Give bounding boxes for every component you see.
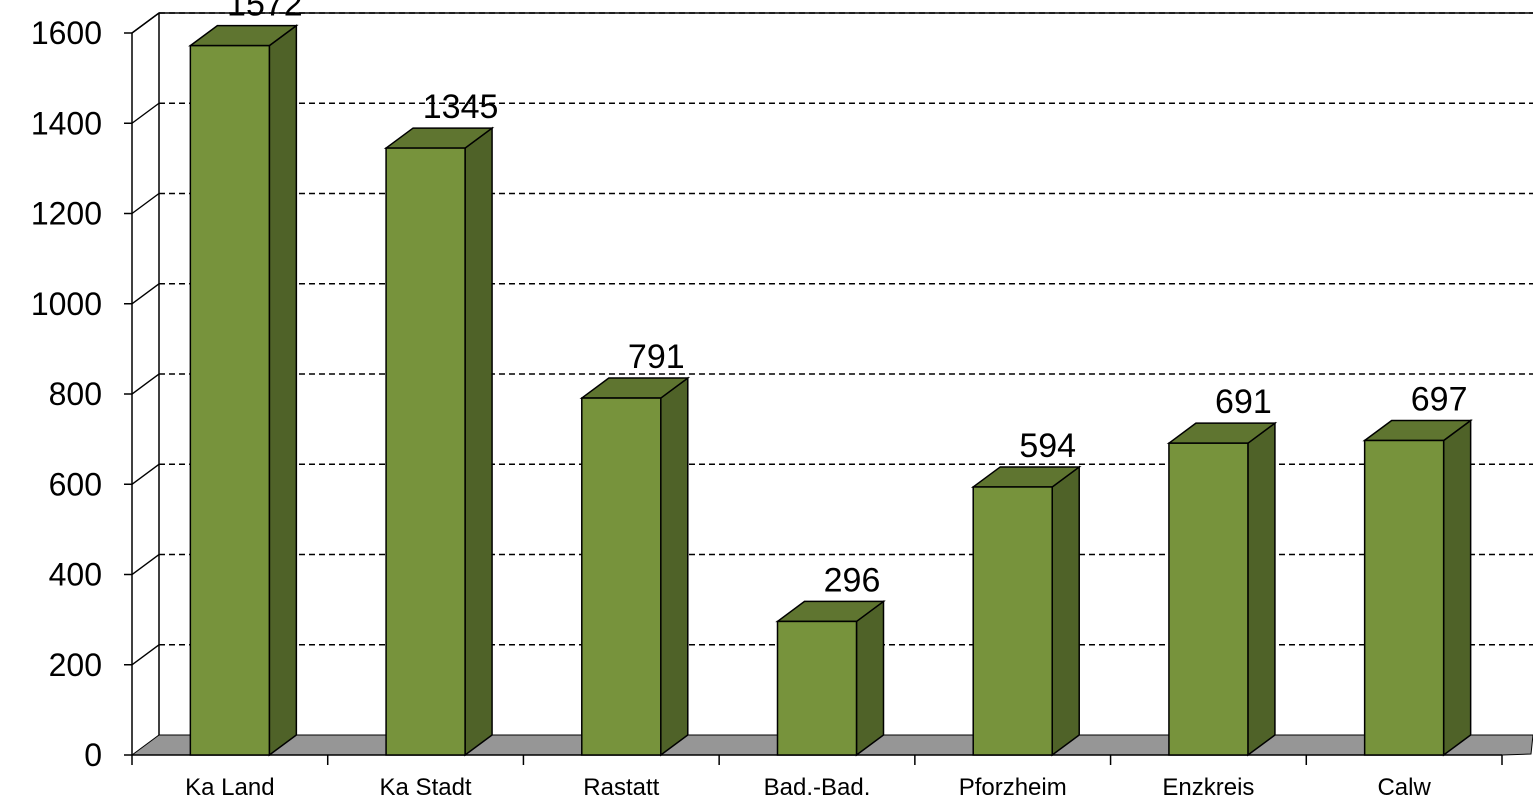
data-label: 1345 bbox=[423, 88, 499, 126]
y-tick-label: 1000 bbox=[31, 286, 102, 322]
bar-front-face bbox=[1168, 442, 1249, 756]
gridline-depth bbox=[131, 553, 160, 576]
gridline-depth bbox=[131, 12, 160, 34]
bar-front-face bbox=[972, 486, 1053, 756]
bar-side-face bbox=[1051, 465, 1080, 757]
x-tick-label: Pforzheim bbox=[959, 774, 1067, 801]
bar bbox=[1362, 418, 1473, 757]
labels: Ka Land 1572 Ka Stadt 1345 Rastatt 791 Bad.-Ba… bbox=[185, 0, 1467, 801]
bar bbox=[970, 465, 1082, 757]
gridline-depth bbox=[131, 102, 160, 124]
data-label: 1572 bbox=[227, 0, 303, 24]
y-tick-label: 400 bbox=[49, 557, 102, 593]
y-tick-label: 1200 bbox=[31, 196, 102, 232]
data-label: 791 bbox=[628, 338, 685, 376]
bar-front-face bbox=[581, 397, 662, 756]
bar bbox=[188, 24, 299, 757]
x-tick-label: Ka Stadt bbox=[380, 774, 472, 801]
x-tick-label: Calw bbox=[1377, 774, 1431, 801]
x-tick-label: Rastatt bbox=[583, 774, 659, 801]
data-label: 594 bbox=[1019, 427, 1076, 465]
gridline-depth bbox=[131, 463, 160, 485]
data-label: 691 bbox=[1215, 383, 1272, 421]
x-tick-label: Enzkreis bbox=[1162, 774, 1254, 801]
axes: 0 200 400 600 800 1000 1200 1400 1600 bbox=[31, 15, 1503, 773]
y-tick-label: 600 bbox=[49, 466, 102, 502]
bar-front-face bbox=[1363, 439, 1445, 756]
y-tick-label: 1600 bbox=[31, 15, 102, 51]
back-wall-top-edge bbox=[131, 12, 1533, 34]
bar-front-face bbox=[776, 620, 858, 756]
gridline-depth bbox=[131, 283, 160, 305]
bar-side-face bbox=[464, 126, 493, 757]
bar-front-face bbox=[385, 147, 466, 756]
gridline-depth bbox=[131, 373, 160, 395]
bar-side-face bbox=[660, 376, 689, 757]
bar bbox=[383, 126, 495, 757]
bar-side-face bbox=[1442, 418, 1472, 757]
y-tick-label: 0 bbox=[84, 737, 102, 773]
bar-side-face bbox=[268, 24, 298, 757]
y-tick-label: 800 bbox=[49, 376, 102, 412]
bars bbox=[188, 24, 1473, 757]
y-tick-label: 1400 bbox=[31, 105, 102, 141]
data-label: 697 bbox=[1411, 380, 1468, 418]
y-tick-label: 200 bbox=[49, 647, 102, 683]
gridline-depth bbox=[131, 192, 160, 215]
bar-front-face bbox=[189, 44, 271, 756]
x-tick-label: Bad.-Bad. bbox=[764, 774, 871, 801]
gridlines bbox=[131, 12, 1533, 666]
x-tick-label: Ka Land bbox=[185, 774, 274, 801]
bar bbox=[579, 376, 691, 757]
bar bbox=[1166, 421, 1278, 757]
bar bbox=[775, 599, 886, 757]
bar-side-face bbox=[855, 599, 885, 757]
data-label: 296 bbox=[824, 561, 881, 599]
bar-side-face bbox=[1247, 421, 1276, 757]
gridline-depth bbox=[131, 644, 160, 666]
